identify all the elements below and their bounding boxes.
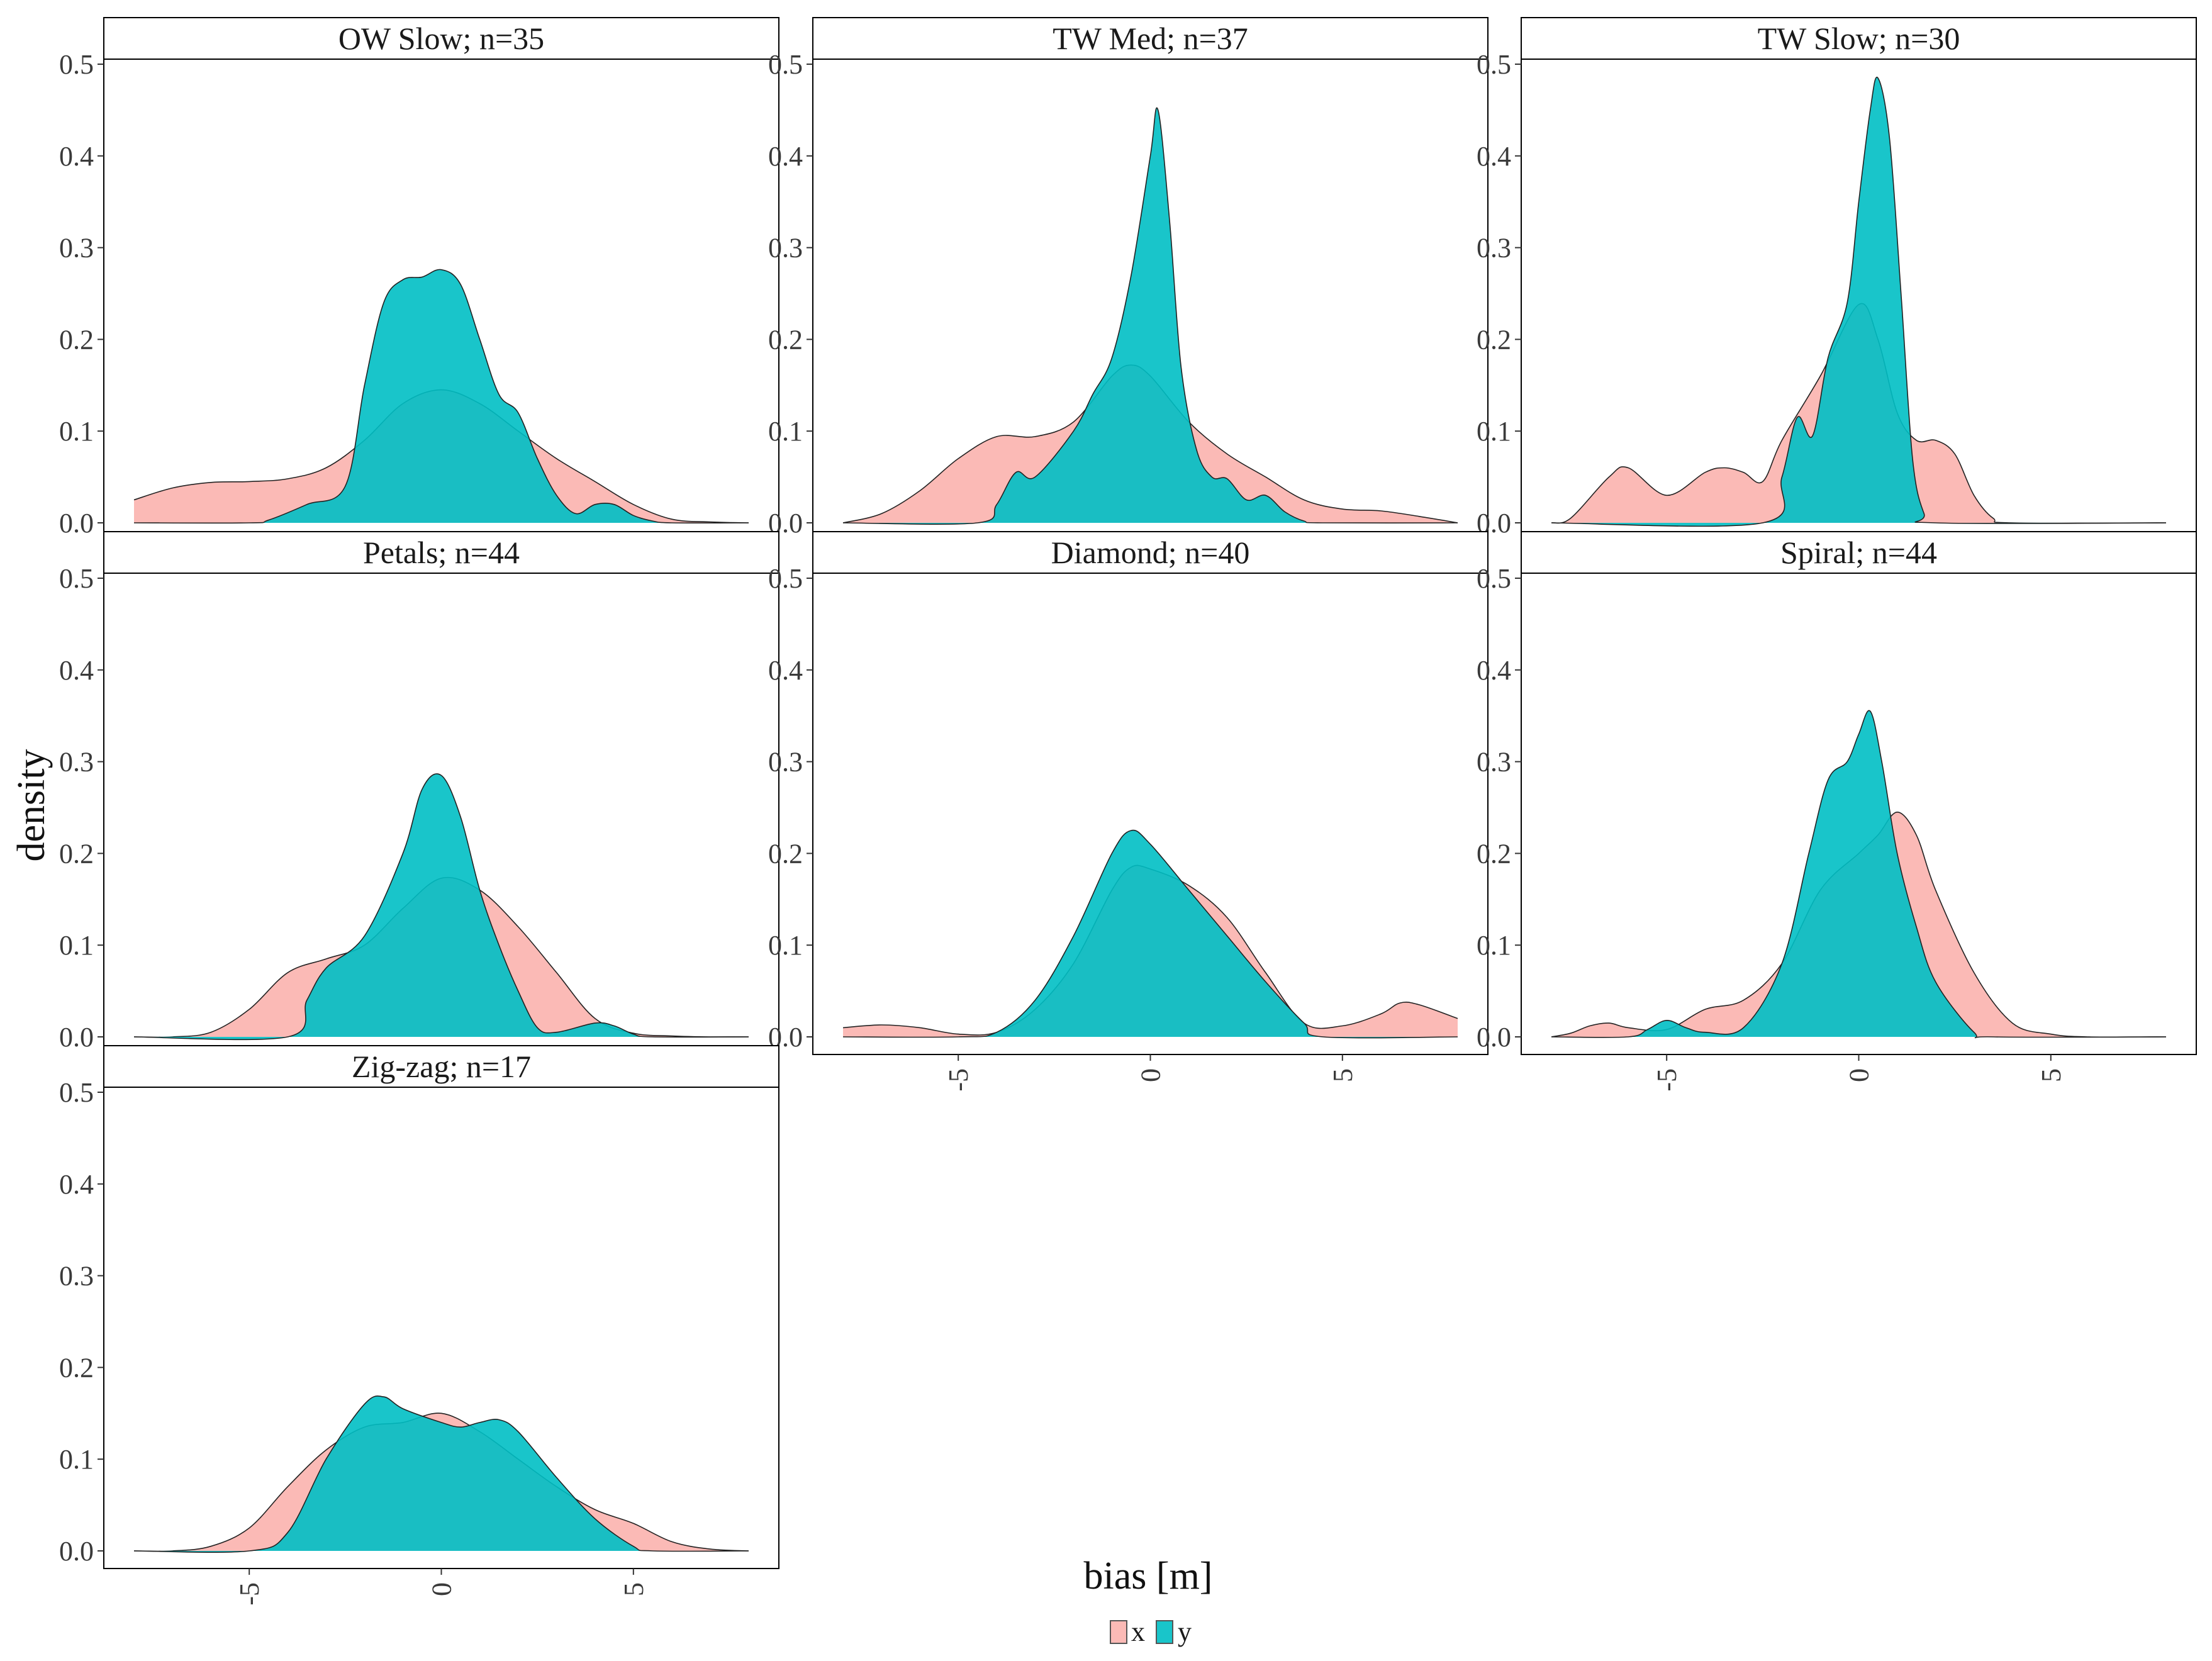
x-tick-label: -5 [1651, 1068, 1682, 1092]
x-axis-ticks: -5 0 5 -5 0 5 -5 0 5 [234, 1054, 2067, 1606]
density-line-y [133, 773, 749, 1041]
density-area-y [134, 269, 749, 523]
facet-title: Petals; n=44 [363, 535, 520, 570]
y-tick-label: 0.2 [1477, 324, 1511, 355]
legend-key-y [1156, 1620, 1173, 1644]
x-tick-label: 0 [1136, 1068, 1166, 1082]
y-tick-label: 0.1 [1477, 930, 1511, 961]
facet-panel: Zig-zag; n=17 0.0 0.1 0.2 0.3 0.4 0.5 [59, 1045, 779, 1569]
y-tick-label: 0.1 [1477, 416, 1511, 447]
y-tick-label: 0.4 [59, 655, 94, 686]
y-tick-label: 0.5 [59, 563, 94, 594]
x-tick-label: 5 [618, 1582, 649, 1596]
y-tick-label: 0.4 [1477, 141, 1511, 172]
x-tick-label: -5 [943, 1068, 974, 1092]
facet-title: Zig-zag; n=17 [352, 1049, 531, 1084]
y-tick-label: 0.3 [1477, 233, 1511, 264]
y-tick-label: 0.5 [768, 49, 803, 80]
facet-panel: OW Slow; n=35 0.0 0.1 0.2 0.3 0.4 0.5 [59, 17, 779, 541]
facet-strip [1521, 531, 2197, 574]
y-tick-label: 0.2 [1477, 838, 1511, 869]
facet-title: TW Slow; n=30 [1758, 21, 1960, 56]
y-tick-label: 0.3 [59, 747, 94, 778]
y-tick-label: 0.1 [768, 416, 803, 447]
y-tick-label: 0.4 [59, 141, 94, 172]
y-tick-label: 0.0 [59, 508, 94, 539]
y-tick-label: 0.4 [59, 1169, 94, 1200]
y-tick-label: 0.2 [59, 1352, 94, 1383]
density-area-y [843, 830, 1458, 1038]
y-tick-label: 0.0 [59, 1536, 94, 1567]
y-tick-label: 0.5 [1477, 49, 1511, 80]
x-tick-label: 5 [2036, 1068, 2067, 1082]
facet-panel: TW Med; n=370.00.10.20.30.40.5 [768, 17, 1489, 541]
density-area-y [1551, 710, 2166, 1038]
y-tick-label: 0.5 [59, 1077, 94, 1108]
y-tick-label: 0.3 [768, 747, 803, 778]
legend: x y [1110, 1616, 1192, 1647]
facet-strip [812, 17, 1489, 60]
y-tick-label: 0.4 [768, 655, 803, 686]
y-tick-label: 0.3 [59, 1261, 94, 1292]
y-tick-label: 0.2 [768, 838, 803, 869]
density-area-y [134, 1395, 749, 1553]
facet-strip [103, 531, 779, 574]
y-tick-label: 0.1 [59, 930, 94, 961]
density-line-x [133, 1412, 749, 1552]
density-area-y [134, 773, 749, 1040]
y-tick-label: 0.0 [59, 1022, 94, 1053]
facet-strip [1521, 17, 2197, 60]
y-tick-label: 0.3 [768, 233, 803, 264]
y-tick-label: 0.4 [1477, 655, 1511, 686]
y-tick-label: 0.1 [59, 1444, 94, 1475]
x-tick-label: -5 [234, 1582, 265, 1606]
y-tick-label: 0.5 [768, 563, 803, 594]
y-tick-label: 0.0 [1477, 1022, 1511, 1053]
y-tick-label: 0.5 [1477, 563, 1511, 594]
legend-key-x [1110, 1620, 1127, 1644]
y-tick-label: 0.1 [59, 416, 94, 447]
density-line-y [133, 1395, 749, 1553]
facet-panel: Spiral; n=44 0.0 0.1 0.2 0.3 0.4 0.5 [1477, 531, 2197, 1055]
x-tick-label: 5 [1327, 1068, 1358, 1082]
y-tick-label: 0.3 [1477, 747, 1511, 778]
y-tick-label: 0.2 [59, 838, 94, 869]
facet-title: TW Med; n=37 [1053, 21, 1248, 56]
y-axis-title: density [10, 749, 53, 861]
x-axis-title: bias [m] [1084, 1555, 1213, 1597]
facet-strip [812, 531, 1489, 574]
density-line-y [133, 269, 749, 524]
density-line-y [1551, 76, 2167, 527]
facet-title: OW Slow; n=35 [338, 21, 544, 56]
facet-panel: Diamond; n=400.00.10.20.30.40.5 [768, 531, 1489, 1055]
y-tick-label: 0.1 [768, 930, 803, 961]
facet-panels: OW Slow; n=35 0.0 0.1 0.2 0.3 0.4 0.5 TW Med; n… [59, 17, 2197, 1569]
facet-strip [103, 1045, 779, 1088]
y-tick-label: 0.5 [59, 49, 94, 80]
facet-title: Spiral; n=44 [1780, 535, 1937, 570]
density-line-y [842, 829, 1458, 1039]
x-tick-label: 0 [427, 1582, 457, 1596]
density-line-y [842, 107, 1458, 525]
facet-panel: Petals; n=44 0.0 0.1 0.2 0.3 0.4 0.5 [59, 531, 779, 1055]
density-line-y [1551, 710, 2167, 1039]
density-area-y [1551, 77, 2166, 527]
facet-title: Diamond; n=40 [1051, 535, 1250, 570]
density-area-y [843, 108, 1458, 525]
y-tick-label: 0.2 [59, 324, 94, 355]
y-tick-label: 0.2 [768, 324, 803, 355]
x-tick-label: 0 [1844, 1068, 1875, 1082]
y-tick-label: 0.4 [768, 141, 803, 172]
facet-strip [103, 17, 779, 60]
legend-label-y: y [1178, 1616, 1192, 1647]
legend-label-x: x [1131, 1616, 1145, 1647]
y-tick-label: 0.3 [59, 233, 94, 264]
facet-panel: TW Slow; n=300.00.10.20.30.40.5 [1477, 17, 2197, 541]
